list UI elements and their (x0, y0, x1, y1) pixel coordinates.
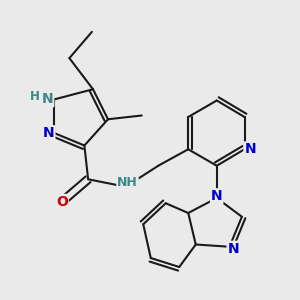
Text: N: N (244, 142, 256, 156)
Text: NH: NH (117, 176, 138, 190)
Text: N: N (211, 189, 223, 203)
Text: N: N (42, 92, 53, 106)
Text: O: O (56, 195, 68, 209)
Text: N: N (43, 126, 55, 140)
Text: N: N (227, 242, 239, 256)
Text: H: H (30, 90, 40, 103)
